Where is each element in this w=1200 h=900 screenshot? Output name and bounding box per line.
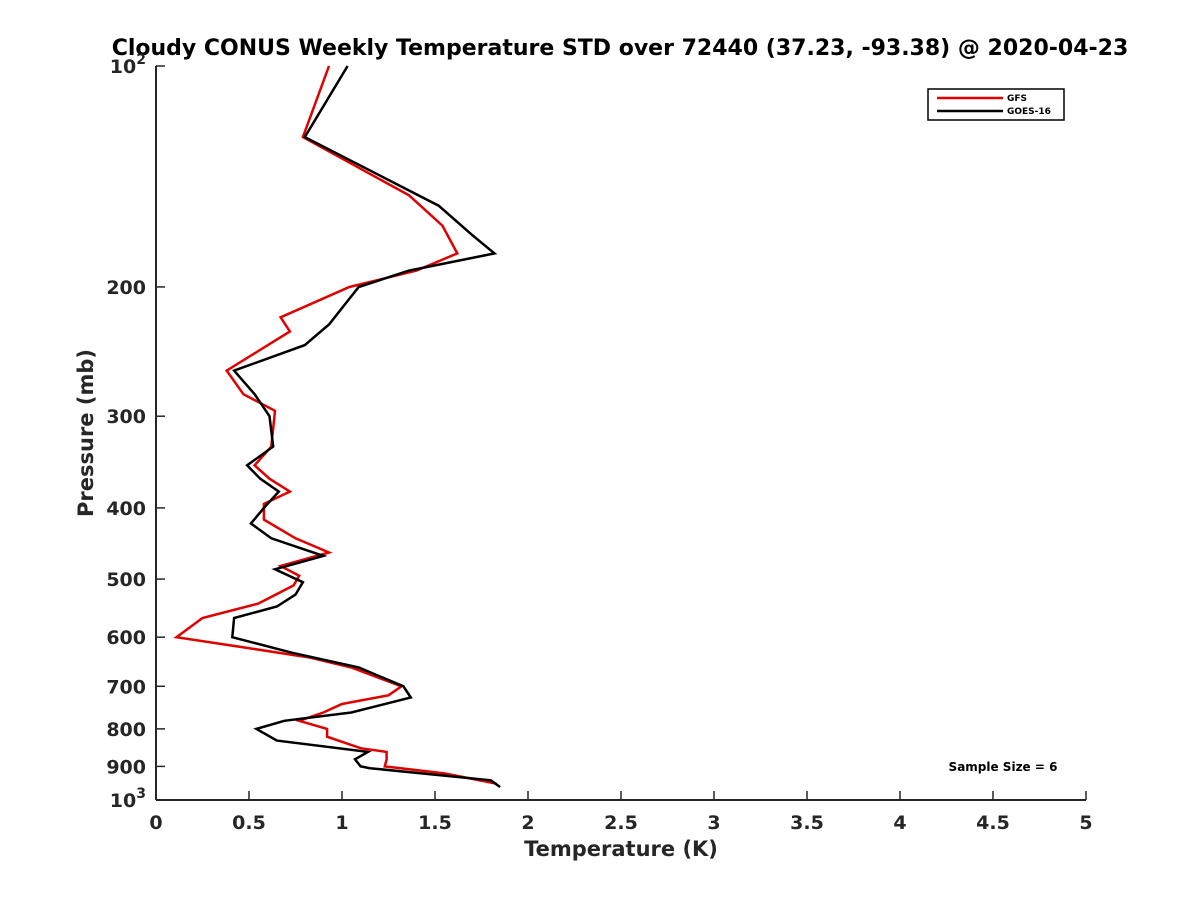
y-tick-label: 800 — [106, 719, 146, 741]
y-axis-label: Pressure (mb) — [74, 349, 98, 517]
y-tick-label: 600 — [106, 627, 146, 649]
series-line-goes16 — [230, 65, 501, 789]
x-tick-label: 0.5 — [232, 812, 266, 834]
y-tick-label: 400 — [106, 498, 146, 520]
sample-size-annotation: Sample Size = 6 — [949, 760, 1058, 774]
x-tick-label: 2.5 — [604, 812, 638, 834]
x-axis-label: Temperature (K) — [524, 837, 718, 861]
y-tick-label: 103 — [110, 786, 146, 812]
y-tick-label: 500 — [106, 569, 146, 591]
x-tick-label: 3.5 — [790, 812, 824, 834]
axes — [155, 66, 1086, 801]
x-tick-label: 1.5 — [418, 812, 452, 834]
chart-title: Cloudy CONUS Weekly Temperature STD over… — [112, 36, 1129, 61]
y-tick-label: 200 — [106, 277, 146, 299]
y-tick-label: 900 — [106, 756, 146, 778]
x-tick-label: 4.5 — [976, 812, 1010, 834]
x-tick-label: 0 — [149, 812, 162, 834]
y-ticks: 102 200 300 400 500 600 700 800 900 103 — [106, 52, 165, 812]
series-layer — [173, 65, 501, 789]
y-tick-label: 102 — [110, 52, 146, 78]
x-tick-label: 5 — [1079, 812, 1092, 834]
legend: GFS GOES-16 — [927, 88, 1065, 121]
y-tick-label: 300 — [106, 406, 146, 428]
x-tick-label: 4 — [893, 812, 906, 834]
x-tick-label: 3 — [707, 812, 720, 834]
x-tick-label: 1 — [335, 812, 348, 834]
y-tick-label: 700 — [106, 676, 146, 698]
x-ticks: 0 0.5 1 1.5 2 2.5 3 3.5 4 4.5 5 — [149, 791, 1093, 834]
x-tick-label: 2 — [521, 812, 534, 834]
series-line-gfs — [173, 65, 497, 785]
legend-label-goes16: GOES-16 — [1007, 107, 1051, 117]
legend-box — [927, 88, 1065, 121]
legend-label-gfs: GFS — [1007, 94, 1027, 104]
